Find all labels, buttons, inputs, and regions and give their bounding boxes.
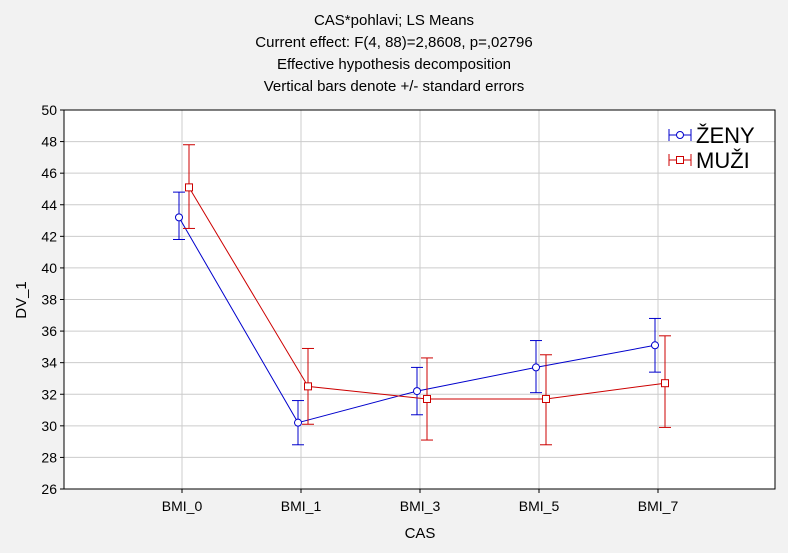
y-tick-label: 48	[41, 134, 57, 150]
legend-item: MUŽI	[668, 148, 750, 173]
x-tick-label: BMI_1	[281, 498, 322, 514]
x-axis-label: CAS	[405, 525, 436, 542]
data-point	[532, 363, 540, 372]
y-tick-label: 40	[41, 260, 57, 276]
y-tick-label: 50	[41, 102, 57, 118]
data-point	[304, 382, 312, 391]
y-axis-label: DV_1	[13, 281, 30, 319]
data-point	[423, 394, 431, 403]
y-axis: 26 28 30 32 34 36 38 40 42 44 46 48 50	[41, 102, 64, 497]
data-point	[542, 394, 550, 403]
data-point	[294, 418, 302, 427]
series-muzi	[183, 144, 671, 446]
y-tick-label: 28	[41, 449, 57, 465]
y-tick-label: 38	[41, 292, 57, 308]
x-axis: BMI_0 BMI_1 BMI_3 BMI_5 BMI_7	[162, 489, 679, 514]
x-tick-label: BMI_5	[519, 498, 560, 514]
data-point	[413, 387, 421, 396]
series-zeny	[173, 191, 661, 446]
series-layer	[173, 144, 671, 446]
legend-marker	[676, 156, 684, 164]
chart-titles: CAS*pohlavi; LS Means Current effect: F(…	[255, 12, 532, 95]
y-tick-label: 34	[41, 355, 57, 371]
y-tick-label: 26	[41, 481, 57, 497]
legend-label: MUŽI	[696, 148, 750, 173]
chart-title-line-1: CAS*pohlavi; LS Means	[314, 12, 474, 29]
data-point	[661, 379, 669, 388]
data-point	[651, 341, 659, 350]
x-tick-label: BMI_0	[162, 498, 203, 514]
y-tick-label: 32	[41, 386, 57, 402]
data-point	[185, 183, 193, 192]
legend-label: ŽENY	[696, 123, 755, 148]
y-tick-label: 36	[41, 323, 57, 339]
x-tick-label: BMI_7	[638, 498, 679, 514]
x-tick-label: BMI_3	[400, 498, 441, 514]
y-tick-label: 42	[41, 228, 57, 244]
legend-marker	[676, 131, 684, 139]
grid	[64, 110, 775, 489]
chart-title-line-3: Effective hypothesis decomposition	[277, 56, 511, 73]
y-tick-label: 44	[41, 197, 57, 213]
chart-title-line-4: Vertical bars denote +/- standard errors	[264, 78, 525, 95]
data-point	[175, 213, 183, 222]
chart-title-line-2: Current effect: F(4, 88)=2,8608, p=,0279…	[255, 34, 532, 51]
legend-item: ŽENY	[668, 123, 755, 148]
y-tick-label: 46	[41, 165, 57, 181]
y-tick-label: 30	[41, 418, 57, 434]
